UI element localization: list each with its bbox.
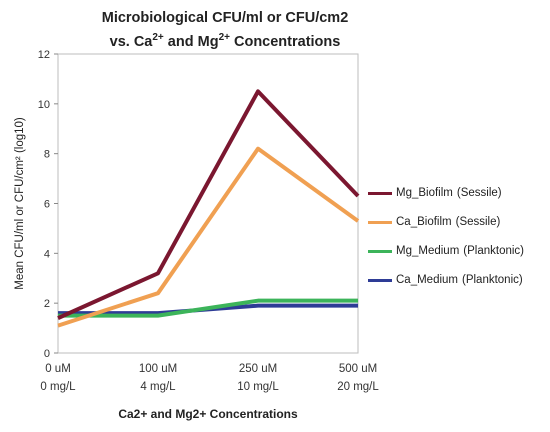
chart-title: Microbiological CFU/ml or CFU/cm2 vs. Ca… [40, 8, 410, 52]
y-tick-label: 2 [44, 298, 50, 310]
chart-title-line2: vs. Ca2+ and Mg2+ Concentrations [109, 32, 341, 50]
chart-labels: 0 2 4 6 8 10 12 0 uM 0 mg/L 100 uM 4 mg/L 250 uM 10 … [14, 49, 379, 421]
x-tick-sublabel: 0 mg/L [40, 381, 76, 393]
legend-item-ca-medium: Ca_Medium (Planktonic) [368, 273, 524, 287]
legend-kind: (Sessile) [455, 216, 501, 228]
series-line-mg-biofilm [57, 89, 360, 320]
legend-label: Mg_Medium [396, 245, 460, 257]
y-tick-label: 6 [44, 199, 50, 211]
x-tick-sublabel: 20 mg/L [337, 381, 379, 393]
series-line-ca-biofilm [57, 146, 360, 328]
legend-label: Ca_Biofilm [396, 216, 452, 228]
y-tick-label: 0 [44, 348, 50, 360]
y-tick-label: 12 [38, 49, 50, 61]
legend-kind: (Sessile) [456, 187, 502, 199]
legend-swatch [368, 220, 392, 224]
x-tick-sublabel: 4 mg/L [140, 381, 176, 393]
chart-axes [54, 53, 359, 354]
y-tick-label: 8 [44, 149, 50, 161]
legend-kind: (Planktonic) [462, 274, 523, 286]
legend-item-mg-biofilm: Mg_Biofilm (Sessile) [368, 186, 524, 200]
x-tick-sublabel: 10 mg/L [237, 381, 279, 393]
y-tick-label: 10 [38, 99, 50, 111]
legend-label: Mg_Biofilm [396, 187, 453, 199]
y-tick-label: 4 [44, 248, 50, 260]
chart-legend: Mg_Biofilm (Sessile) Ca_Biofilm (Sessile) … [368, 186, 524, 302]
legend-swatch [368, 278, 392, 282]
chart-title-line1: Microbiological CFU/ml or CFU/cm2 [101, 10, 349, 26]
series-line-mg-medium [58, 298, 358, 318]
x-tick-label: 250 uM [239, 363, 277, 375]
legend-swatch [368, 191, 392, 195]
x-tick-label: 0 uM [45, 363, 71, 375]
legend-item-ca-biofilm: Ca_Biofilm (Sessile) [368, 215, 524, 229]
legend-item-mg-medium: Mg_Medium (Planktonic) [368, 244, 524, 258]
chart-series [57, 89, 360, 328]
y-axis-title: Mean CFU/ml or CFU/cm² (log10) [14, 117, 26, 290]
x-tick-label: 100 uM [139, 363, 177, 375]
legend-swatch [368, 249, 392, 253]
x-axis-title: Ca2+ and Mg2+ Concentrations [118, 407, 298, 421]
x-tick-label: 500 uM [339, 363, 377, 375]
legend-kind: (Planktonic) [463, 245, 524, 257]
legend-label: Ca_Medium [396, 274, 458, 286]
